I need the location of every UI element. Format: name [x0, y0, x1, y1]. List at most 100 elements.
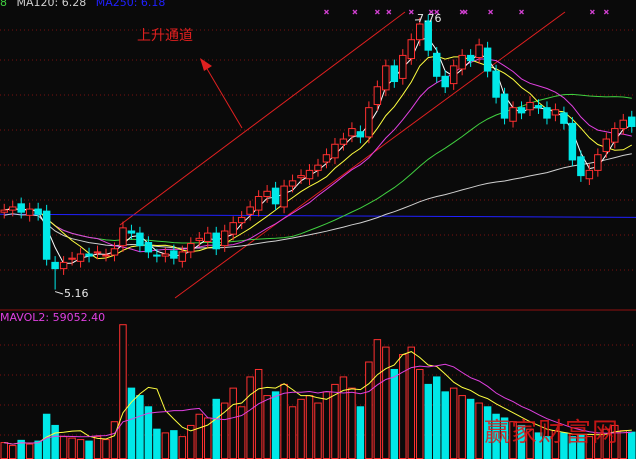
candle-body	[254, 196, 263, 211]
volume-bar	[466, 398, 475, 459]
volume-bar	[365, 361, 373, 459]
candle-body	[144, 242, 153, 253]
signal-marker	[374, 9, 380, 15]
candle-body	[526, 101, 534, 111]
candle-body	[560, 112, 568, 124]
signal-marker	[428, 9, 434, 15]
annotation-arrowhead	[200, 58, 212, 71]
volume-ma5-line	[4, 351, 632, 445]
candle-body	[432, 52, 441, 77]
signal-marker	[589, 9, 595, 15]
ma-prev-fragment: 8	[0, 0, 7, 9]
volume-bar	[0, 442, 8, 459]
candle-body	[373, 86, 382, 106]
candle-body	[551, 109, 560, 116]
candle-body	[85, 253, 93, 257]
candle-body	[331, 143, 339, 159]
annotation-arrow-line	[202, 61, 243, 129]
candle-body	[220, 230, 229, 247]
signal-marker	[488, 9, 494, 15]
candle-body	[390, 65, 399, 83]
candle-body	[271, 187, 280, 205]
signal-marker	[459, 9, 465, 15]
volume-bar	[144, 406, 153, 459]
candle-body	[127, 230, 136, 234]
volume-bar	[246, 376, 254, 459]
signal-marker	[519, 9, 524, 15]
volume-bar	[449, 387, 458, 459]
candle-body	[416, 23, 424, 41]
volume-bar	[475, 402, 483, 459]
candle-body	[305, 169, 314, 180]
volume-bar	[76, 439, 85, 459]
volume-bar	[212, 398, 220, 459]
channel-upper-line	[119, 11, 406, 226]
candle-body	[288, 180, 297, 187]
candle-body	[356, 131, 365, 138]
candle-body	[297, 175, 305, 179]
candle-body	[568, 122, 577, 161]
candle-body	[483, 47, 492, 72]
volume-bar	[271, 391, 280, 459]
volume-bar	[322, 391, 331, 459]
candle-body	[51, 261, 59, 270]
signal-marker	[603, 9, 609, 15]
ma20-line	[4, 58, 632, 253]
volume-bar	[153, 428, 161, 459]
candle-body	[280, 185, 288, 208]
candle-body	[348, 128, 356, 137]
candle-body	[509, 107, 517, 122]
candle-body	[475, 44, 483, 58]
volume-bar	[51, 424, 59, 459]
volume-bar	[441, 391, 449, 459]
candle-body	[585, 169, 594, 180]
candle-body	[17, 203, 25, 213]
high-price-label: 7.76	[417, 12, 442, 25]
ma120-label: MA120: 6.28	[16, 0, 87, 9]
volume-bar	[288, 406, 297, 459]
candle-body	[365, 107, 373, 138]
volume-bar	[305, 395, 314, 459]
volume-ma10-line	[4, 363, 632, 445]
candle-body	[322, 154, 331, 163]
ma250-line	[4, 153, 632, 249]
candle-body	[577, 156, 585, 177]
candle-body	[170, 250, 178, 259]
candle-body	[628, 116, 636, 127]
volume-bar	[161, 432, 170, 459]
volume-bar	[373, 339, 382, 459]
volume-bar	[25, 443, 34, 459]
candle-body	[8, 206, 17, 211]
candle-body	[93, 251, 102, 254]
candle-body	[204, 232, 212, 242]
signal-marker	[434, 9, 440, 15]
volume-bar	[280, 383, 288, 459]
candle-body	[246, 206, 254, 215]
candle-body	[449, 65, 458, 85]
candle-body	[424, 20, 432, 51]
volume-bar	[399, 354, 407, 459]
volume-bar	[416, 368, 424, 459]
low-price-label: 5.16	[64, 287, 89, 300]
volume-bar	[204, 417, 212, 459]
candle-body	[534, 105, 543, 109]
mavol-label: MAVOL2: 59052.40	[0, 311, 106, 324]
volume-bar	[407, 346, 416, 459]
volume-bar	[619, 430, 628, 459]
signal-marker	[352, 9, 358, 15]
candle-body	[68, 257, 76, 260]
volume-bar	[93, 436, 102, 459]
volume-bar	[178, 436, 187, 459]
candle-body	[500, 93, 509, 119]
volume-bar	[382, 346, 390, 459]
candle-body	[153, 254, 161, 257]
candle-body	[399, 54, 407, 79]
volume-bar	[356, 406, 365, 459]
candle-body	[42, 210, 51, 260]
volume-bar	[68, 437, 76, 459]
candle-body	[178, 251, 187, 262]
volume-bar	[85, 440, 93, 459]
candle-body	[76, 253, 85, 262]
candle-body	[594, 154, 602, 171]
ma250-label: MA250: 6.18	[95, 0, 166, 9]
